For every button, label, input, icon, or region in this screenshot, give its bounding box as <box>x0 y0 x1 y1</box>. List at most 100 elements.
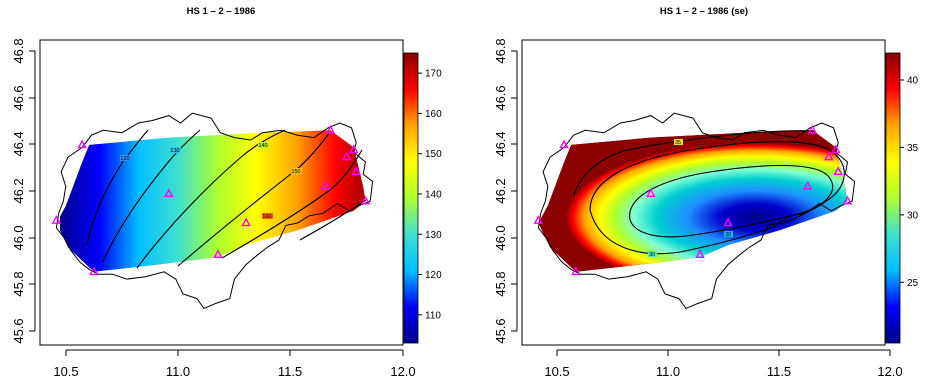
station-marker <box>833 166 843 176</box>
right-y-tick-label: 46.8 <box>493 38 508 63</box>
station-marker <box>533 215 544 224</box>
left-contour-label-bg <box>258 142 269 148</box>
left-y-tick-label: 45.6 <box>11 318 26 343</box>
right-title: HS 1 – 2 – 1986 (se) <box>660 6 748 17</box>
right-plot-frame <box>521 39 886 346</box>
colorbar-tick-label: 150 <box>425 149 442 160</box>
right-y-axis: 45.6 45.8 46.0 46.2 46.4 46.6 46.8 <box>493 38 518 344</box>
colorbar-tick-label: 110 <box>425 310 441 321</box>
station-marker <box>802 180 813 190</box>
station-marker <box>213 249 223 259</box>
station-marker <box>695 249 705 259</box>
station-marker <box>51 215 62 224</box>
left-x-axis: 10.5 11.0 11.5 12.0 <box>53 349 416 379</box>
left-x-tick-label: 12.0 <box>390 364 415 379</box>
right-heatmap-gradient <box>538 130 848 272</box>
left-contour-label: 160 <box>262 214 271 220</box>
left-colorbar-ramp <box>403 52 419 344</box>
left-y-tick-label: 46.4 <box>11 131 26 156</box>
left-contour-label-bg <box>291 168 302 174</box>
left-colorbar: 110 120 130 140 150 160 170 <box>403 52 442 344</box>
right-heatmap <box>538 130 848 272</box>
right-x-axis: 10.5 11.0 11.5 12.0 <box>544 349 903 379</box>
left-contour-label: 150 <box>291 169 300 175</box>
left-contour-label-bg <box>170 147 181 153</box>
station-marker <box>342 151 352 161</box>
right-y-tick-label: 46.4 <box>493 131 508 156</box>
colorbar-tick-label: 170 <box>425 69 442 80</box>
left-contour-label: 140 <box>258 143 267 149</box>
left-x-tick-label: 11.0 <box>166 364 190 379</box>
left-contour-130 <box>102 129 201 263</box>
right-y-tick-label: 45.6 <box>493 318 508 343</box>
left-y-tick-label: 46.2 <box>11 178 26 203</box>
colorbar-tick-label: 130 <box>425 230 442 241</box>
left-contour-150 <box>177 131 331 267</box>
station-marker <box>831 144 841 154</box>
left-y-tick-label: 45.8 <box>11 271 26 296</box>
station-marker <box>646 188 656 198</box>
right-x-tick-label: 11.0 <box>656 364 680 379</box>
right-x-tick-label: 10.5 <box>544 364 569 379</box>
right-contour-30-inner <box>629 165 834 238</box>
left-station-markers <box>51 124 371 276</box>
station-marker <box>164 188 174 198</box>
right-x-tick-label: 12.0 <box>877 364 902 379</box>
left-contour-140 <box>136 129 286 269</box>
left-x-tick-label: 11.5 <box>278 364 302 379</box>
left-y-axis: 45.6 45.8 46.0 46.2 46.4 46.6 46.8 <box>11 38 36 344</box>
right-y-tick-label: 46.0 <box>493 225 508 250</box>
station-marker <box>559 139 569 149</box>
right-y-tick-label: 45.8 <box>493 271 508 296</box>
left-colorbar-ticks: 110 120 130 140 150 160 170 <box>418 69 442 321</box>
station-marker <box>320 180 331 190</box>
right-contour-label: 30 <box>649 252 655 258</box>
right-y-tick-label: 46.6 <box>493 85 508 110</box>
left-plot-frame <box>39 39 404 346</box>
right-contour-label-bg <box>674 139 683 145</box>
right-contour-label: 30 <box>725 232 731 238</box>
station-marker <box>325 124 336 134</box>
right-y-tick-label: 46.2 <box>493 178 508 203</box>
left-y-tick-label: 46.6 <box>11 85 26 110</box>
station-marker <box>807 124 818 134</box>
left-contour-label: 130 <box>170 148 179 154</box>
left-contours <box>86 129 367 269</box>
station-marker <box>723 217 733 227</box>
right-colorbar: 25 30 35 40 <box>885 52 919 344</box>
station-marker <box>241 217 251 227</box>
left-contour-labels: 120 130 140 150 160 <box>120 142 302 220</box>
station-marker <box>89 266 99 276</box>
left-y-tick-label: 46.8 <box>11 38 26 63</box>
left-y-tick-label: 46.0 <box>11 225 26 250</box>
colorbar-tick-label: 160 <box>425 109 442 120</box>
left-title: HS 1 – 2 – 1986 <box>187 6 256 17</box>
right-colorbar-ticks: 25 30 35 40 <box>900 75 919 289</box>
station-marker <box>349 144 359 154</box>
right-contour-labels: 35 30 30 <box>648 139 733 258</box>
station-marker <box>360 195 371 205</box>
right-station-markers <box>533 124 853 276</box>
right-contour-label-bg <box>648 251 657 257</box>
colorbar-tick-label: 35 <box>907 143 919 154</box>
right-contour-30-outer <box>589 141 845 255</box>
station-marker <box>571 266 581 276</box>
station-marker <box>842 195 853 205</box>
right-panel: HS 1 – 2 – 1986 (se) 35 30 30 10 <box>493 6 919 379</box>
colorbar-tick-label: 40 <box>907 75 919 86</box>
colorbar-tick-label: 140 <box>425 189 442 200</box>
colorbar-tick-label: 120 <box>425 270 442 281</box>
right-contour-label: 35 <box>675 140 681 146</box>
right-colorbar-ramp <box>885 52 901 344</box>
station-marker <box>77 139 87 149</box>
left-contour-label-bg <box>262 213 273 219</box>
left-panel: HS 1 – 2 – 1986 120 130 140 150 160 <box>11 6 442 379</box>
station-marker <box>351 166 361 176</box>
colorbar-tick-label: 30 <box>907 210 919 221</box>
right-contour-label-bg <box>724 231 733 237</box>
left-contour-170 <box>299 199 367 241</box>
colorbar-tick-label: 25 <box>907 278 919 289</box>
right-x-tick-label: 11.5 <box>767 364 791 379</box>
left-contour-160 <box>221 149 363 259</box>
